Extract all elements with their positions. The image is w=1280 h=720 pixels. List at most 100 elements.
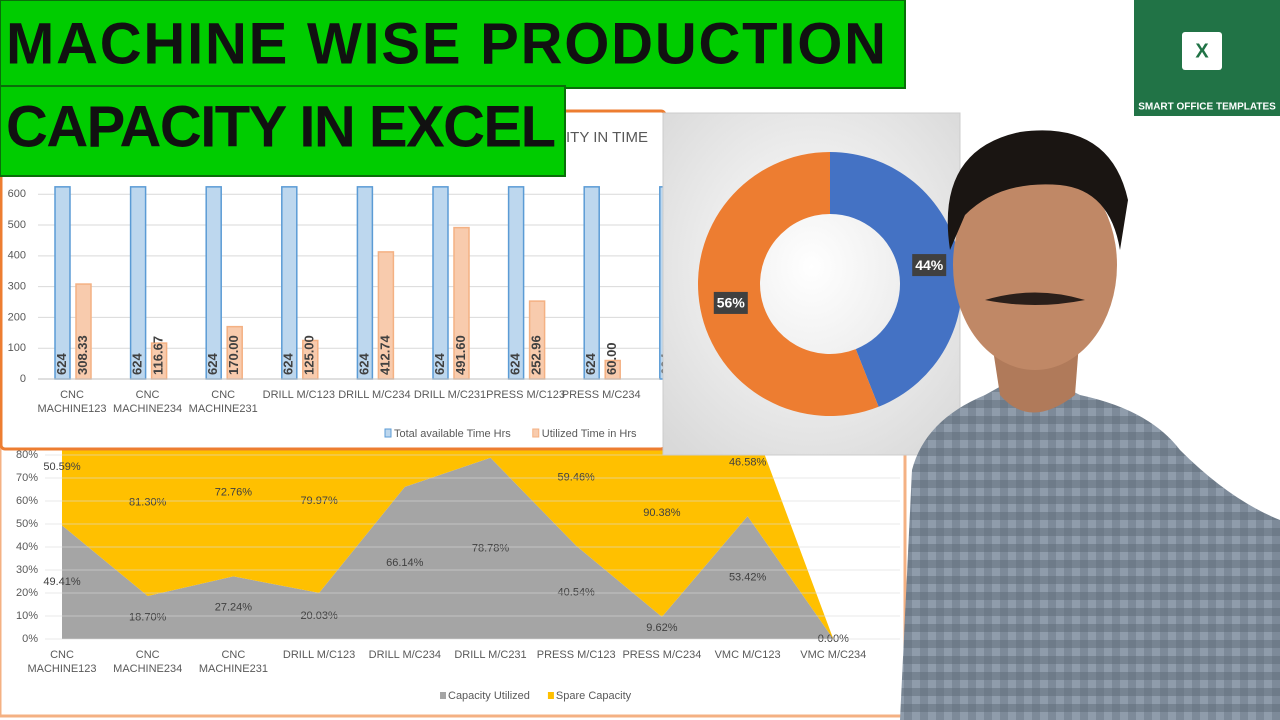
area-chart: 49.41%18.70%27.24%20.03%66.14%78.78%40.5… — [0, 409, 907, 718]
x-tick-label: PRESS M/C234 — [562, 389, 641, 401]
data-label: 9.62% — [646, 622, 677, 634]
x-tick-label: PRESS M/C123 — [486, 389, 565, 401]
x-tick-label: DRILL M/C234 — [338, 389, 410, 401]
y-tick-label: 30% — [16, 564, 38, 576]
data-label: 72.76% — [215, 487, 253, 499]
x-tick-label: VMC M/C234 — [800, 649, 866, 661]
y-tick-label: 0 — [20, 373, 26, 385]
x-tick-label: CNC MACHINE123 — [37, 389, 106, 415]
legend-label: Utilized Time in Hrs — [542, 428, 637, 440]
y-tick-label: 500 — [8, 219, 26, 231]
data-label-box — [713, 291, 748, 314]
data-label-box — [912, 254, 947, 277]
data-label: 170.00 — [226, 335, 241, 375]
legend-swatch — [384, 428, 392, 438]
data-label: 66.14% — [386, 557, 424, 569]
data-label: 49.41% — [43, 576, 81, 588]
y-tick-label: 0% — [22, 633, 38, 645]
bar-title: ITY IN TIME — [566, 129, 648, 146]
bar — [432, 186, 449, 380]
bar — [205, 186, 222, 380]
data-label: 56% — [717, 295, 746, 311]
bar — [507, 186, 525, 380]
donut-slice — [830, 152, 963, 407]
y-tick-label: 60% — [16, 495, 38, 507]
shirt — [900, 370, 1280, 720]
legend-label: Total available Time Hrs — [394, 428, 511, 440]
x-tick-label: CNC MACHINE123 — [27, 649, 96, 675]
hair — [947, 130, 1128, 250]
bar — [583, 186, 600, 380]
y-tick-label: 40% — [16, 541, 38, 553]
x-tick-label: DRILL M/C123 — [263, 389, 335, 401]
x-tick-label: DRILL M/C231 — [414, 389, 486, 401]
y-tick-label: 70% — [16, 472, 38, 484]
x-tick-label: PRESS M/C123 — [537, 649, 616, 661]
data-label: 46.58% — [729, 456, 767, 468]
x-tick-label: CNC MACHINE231 — [189, 389, 258, 415]
y-tick-label: 10% — [16, 610, 38, 622]
data-label: 624 — [356, 353, 371, 375]
x-tick-label: PRESS M/C234 — [622, 649, 701, 661]
data-label: 116.67 — [151, 336, 166, 375]
logo-icon — [1182, 32, 1222, 70]
legend-swatch — [440, 692, 446, 699]
y-tick-label: 600 — [8, 188, 26, 200]
data-label: 624 — [54, 353, 69, 375]
bar — [54, 186, 71, 380]
bar-chart: ITY IN TIME 0 100 200 300 400 500 600 CNC MACHIN… — [0, 109, 685, 451]
y-tick-label: 80% — [16, 449, 38, 461]
data-label: 491.60 — [453, 335, 468, 375]
data-label: 624 — [281, 353, 296, 375]
data-label: 40.54% — [558, 586, 596, 598]
person — [900, 130, 1280, 720]
face — [953, 160, 1117, 370]
data-label: 624 — [508, 353, 523, 375]
mustache — [985, 292, 1085, 305]
x-tick-label: CNC MACHINE234 — [113, 389, 182, 415]
y-tick-label: 200 — [8, 311, 26, 323]
data-label: 90.38% — [643, 507, 681, 519]
headline-box — [0, 0, 906, 89]
logo-text: SMART OFFICE TEMPLATES — [1138, 102, 1276, 113]
data-label: 59.46% — [558, 471, 596, 483]
bar — [281, 186, 298, 380]
donut-slice — [698, 152, 879, 417]
data-label: 308.33 — [75, 335, 90, 375]
y-tick-label: 100 — [8, 342, 26, 354]
data-label: 125.00 — [302, 335, 317, 375]
data-label: 624 — [583, 353, 598, 375]
x-tick-label: CNC MACHINE234 — [113, 649, 182, 675]
data-label: 412.74 — [377, 334, 392, 375]
legend-label: Capacity Utilized — [448, 690, 530, 702]
data-label: 624 — [432, 353, 447, 375]
bar — [129, 186, 147, 380]
y-tick-label: 400 — [8, 250, 26, 262]
logo-icon-letter: X — [1195, 40, 1209, 62]
donut-chart: 44% 56% — [662, 112, 963, 456]
x-tick-label: DRILL M/C123 — [283, 649, 355, 661]
data-label: 18.70% — [129, 611, 167, 623]
y-tick-label: 50% — [16, 518, 38, 530]
headline: CAPACITY IN EXCEL — [6, 94, 556, 159]
data-label: 60.00 — [604, 342, 619, 375]
data-label: 27.24% — [215, 602, 253, 614]
area — [62, 457, 834, 639]
x-tick-label: DRILL M/C231 — [454, 649, 526, 661]
legend-swatch — [532, 428, 540, 438]
bar — [356, 186, 374, 380]
data-label: 44% — [915, 257, 944, 273]
x-tick-label: CNC MACHINE231 — [199, 649, 268, 675]
headline-box — [0, 85, 566, 177]
data-label: 624 — [205, 353, 220, 375]
data-label: 624 — [130, 353, 145, 375]
data-label: 78.78% — [472, 542, 510, 554]
data-label: 53.42% — [729, 571, 767, 583]
legend-label: Spare Capacity — [556, 690, 632, 702]
headline: MACHINE WISE PRODUCTION — [6, 11, 886, 76]
x-tick-label: DRILL M/C234 — [369, 649, 441, 661]
data-label: 252.96 — [529, 335, 544, 375]
data-label: 50.59% — [43, 461, 81, 473]
data-label: 81.30% — [129, 496, 167, 508]
